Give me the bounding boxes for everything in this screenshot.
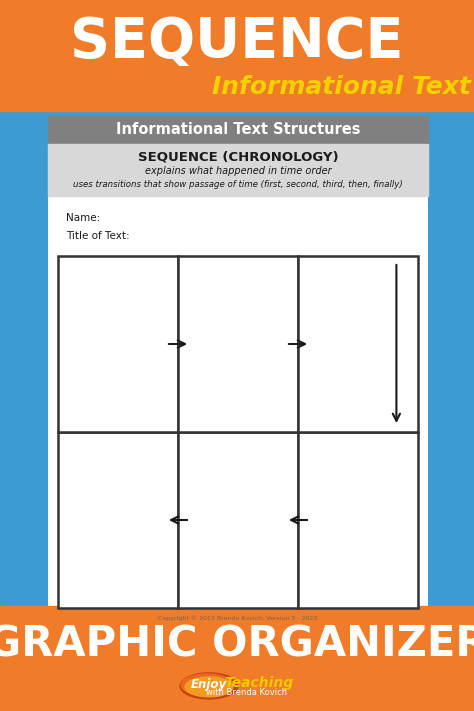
Text: with Brenda Kovich: with Brenda Kovich [207, 688, 288, 697]
Text: Informational Text: Informational Text [212, 75, 471, 99]
Bar [58, 256, 178, 432]
Bar [178, 432, 298, 608]
Text: SEQUENCE: SEQUENCE [70, 15, 404, 69]
Text: Copyright © 2013 Brenda Kovich, Version 3 - 2023: Copyright © 2013 Brenda Kovich, Version … [158, 615, 318, 621]
Ellipse shape [181, 674, 233, 696]
Text: Name:: Name: [66, 213, 100, 223]
Bar [48, 116, 428, 626]
Text: explains what happened in time order: explains what happened in time order [145, 166, 331, 176]
Text: uses transitions that show passage of time (first, second, third, then, finally): uses transitions that show passage of ti… [73, 180, 403, 189]
Text: Informational Text Structures: Informational Text Structures [116, 122, 360, 137]
Bar [48, 144, 428, 196]
Bar [0, 0, 474, 111]
Text: Teaching: Teaching [224, 676, 293, 690]
Text: GRAPHIC ORGANIZER: GRAPHIC ORGANIZER [0, 624, 474, 665]
Text: SEQUENCE (CHRONOLOGY): SEQUENCE (CHRONOLOGY) [137, 151, 338, 164]
Bar [178, 256, 298, 432]
Text: Title of Text:: Title of Text: [66, 231, 129, 241]
Bar [0, 606, 474, 711]
Ellipse shape [180, 673, 238, 699]
Bar [58, 432, 178, 608]
Bar [48, 116, 428, 144]
Text: Enjoy: Enjoy [191, 678, 227, 691]
Ellipse shape [185, 677, 233, 697]
Bar [298, 432, 418, 608]
Bar [298, 256, 418, 432]
